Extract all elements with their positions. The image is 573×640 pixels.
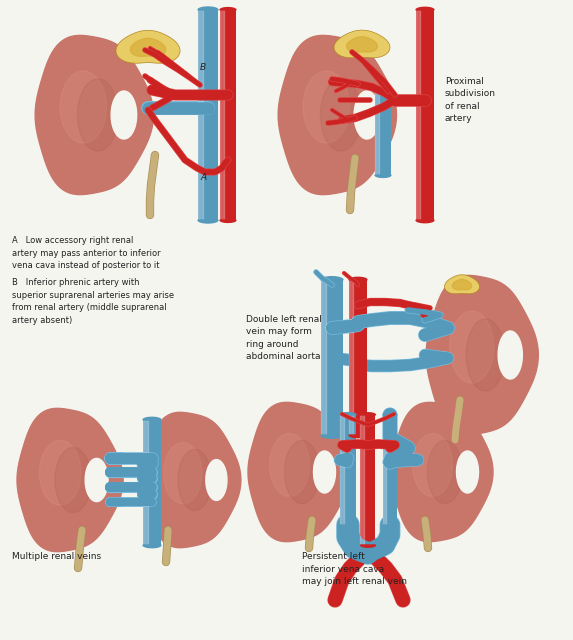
Polygon shape	[354, 91, 380, 139]
Polygon shape	[360, 545, 375, 547]
Polygon shape	[450, 311, 494, 383]
Polygon shape	[375, 88, 391, 90]
Text: B   Inferior phrenic artery with
superior suprarenal arteries may arise
from ren: B Inferior phrenic artery with superior …	[12, 278, 174, 324]
Polygon shape	[347, 37, 378, 52]
Bar	[383, 415, 397, 525]
Polygon shape	[360, 413, 375, 415]
Bar	[198, 10, 218, 220]
Bar	[321, 280, 343, 435]
Polygon shape	[334, 30, 390, 58]
Polygon shape	[248, 403, 350, 541]
Polygon shape	[285, 440, 320, 504]
Polygon shape	[198, 7, 218, 10]
Polygon shape	[313, 451, 336, 493]
Bar	[340, 415, 356, 525]
Polygon shape	[349, 277, 367, 280]
Bar	[375, 90, 391, 175]
Polygon shape	[143, 545, 161, 548]
Polygon shape	[55, 447, 92, 513]
Polygon shape	[220, 220, 236, 222]
Bar	[416, 10, 434, 220]
Polygon shape	[321, 435, 343, 438]
Polygon shape	[416, 10, 421, 220]
Polygon shape	[349, 435, 367, 438]
Polygon shape	[413, 433, 453, 497]
Polygon shape	[321, 280, 327, 435]
Polygon shape	[340, 525, 356, 527]
Text: A   Low accessory right renal
artery may pass anterior to inferior
vena cava ins: A Low accessory right renal artery may p…	[12, 236, 160, 270]
Polygon shape	[220, 8, 236, 10]
Polygon shape	[466, 319, 505, 391]
Polygon shape	[164, 443, 202, 504]
Polygon shape	[40, 440, 81, 505]
Polygon shape	[85, 458, 108, 502]
Text: Double left renal
vein may form
ring around
abdominal aorta: Double left renal vein may form ring aro…	[246, 315, 322, 361]
Polygon shape	[498, 331, 523, 379]
Polygon shape	[416, 7, 434, 10]
Bar	[360, 415, 375, 545]
Polygon shape	[445, 275, 480, 294]
Polygon shape	[391, 403, 493, 541]
Polygon shape	[143, 417, 161, 420]
Text: A: A	[200, 173, 206, 182]
Polygon shape	[143, 412, 241, 548]
Text: Proximal
subdivision
of renal
artery: Proximal subdivision of renal artery	[445, 77, 496, 124]
Polygon shape	[375, 90, 379, 175]
Polygon shape	[383, 415, 387, 525]
Polygon shape	[278, 35, 397, 195]
Polygon shape	[320, 79, 361, 151]
Text: B: B	[200, 63, 206, 72]
Polygon shape	[457, 451, 478, 493]
Polygon shape	[340, 415, 344, 525]
Polygon shape	[383, 413, 397, 415]
Polygon shape	[77, 79, 118, 151]
Polygon shape	[35, 35, 154, 195]
Polygon shape	[416, 220, 434, 223]
Polygon shape	[303, 71, 350, 143]
Polygon shape	[198, 220, 218, 223]
Polygon shape	[427, 440, 462, 504]
Polygon shape	[269, 433, 309, 497]
Text: Persistent left
inferior vena cava
may join left renal vein: Persistent left inferior vena cava may j…	[302, 552, 407, 586]
Polygon shape	[116, 30, 180, 63]
Polygon shape	[375, 175, 391, 177]
Polygon shape	[60, 71, 107, 143]
Polygon shape	[178, 449, 211, 511]
Polygon shape	[131, 38, 166, 56]
Polygon shape	[143, 420, 147, 545]
Polygon shape	[220, 10, 224, 220]
Polygon shape	[360, 415, 364, 545]
Bar	[143, 420, 161, 545]
Polygon shape	[321, 276, 343, 280]
Polygon shape	[198, 10, 203, 220]
Polygon shape	[111, 91, 136, 139]
Polygon shape	[349, 280, 354, 435]
Bar	[220, 10, 236, 220]
Text: Multiple renal veins: Multiple renal veins	[12, 552, 101, 561]
Polygon shape	[453, 280, 472, 290]
Polygon shape	[426, 275, 538, 435]
Polygon shape	[206, 460, 227, 500]
Polygon shape	[340, 413, 356, 415]
Bar	[349, 280, 367, 435]
Polygon shape	[17, 408, 123, 552]
Polygon shape	[383, 525, 397, 527]
